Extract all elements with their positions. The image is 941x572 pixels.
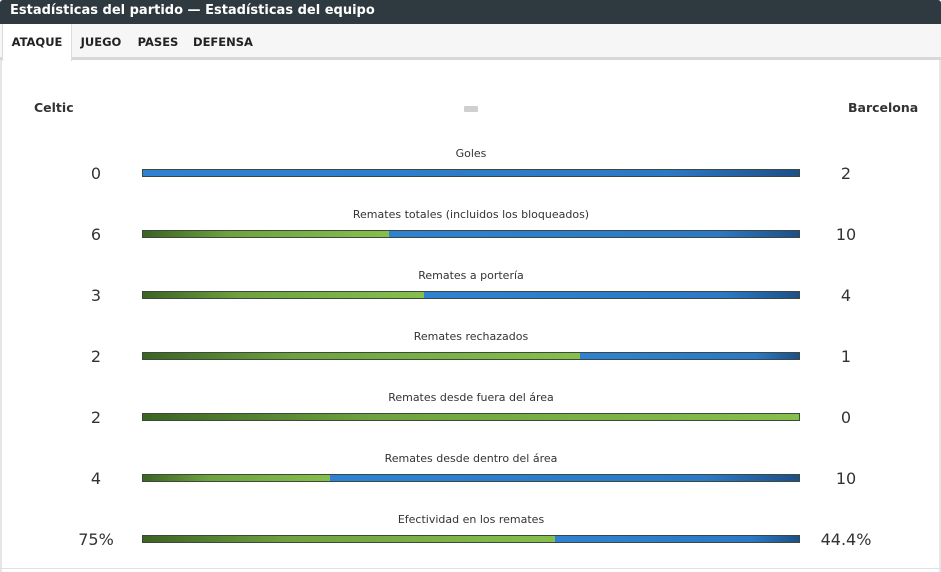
away-value: 2 [840,164,852,183]
away-bar-segment [330,475,799,481]
home-bar-segment [143,353,581,359]
tab-ataque[interactable]: ATAQUE [2,24,72,61]
stat-label: Efectividad en los remates [397,513,545,526]
tab-pases[interactable]: PASES [137,35,179,49]
tab-bar: ATAQUE JUEGO PASES DEFENSA [0,24,941,61]
stat-label: Remates rechazados [413,330,529,343]
home-bar-segment [143,231,389,237]
home-bar-segment [143,536,555,542]
panel-bottom-border [0,568,941,569]
stat-label: Remates desde dentro del área [384,452,558,465]
panel-left-border [0,60,2,572]
separator-mark [464,106,478,112]
away-bar-segment [424,292,799,298]
tab-defensa[interactable]: DEFENSA [193,35,253,49]
away-value: 10 [835,469,857,488]
away-team-name: Barcelona [848,100,919,115]
home-value: 6 [90,225,102,244]
stat-label: Goles [455,147,487,160]
comparison-bar [142,352,800,360]
away-value: 4 [840,286,852,305]
home-bar-segment [143,475,331,481]
panel-right-border [939,60,941,572]
home-value: 3 [90,286,102,305]
home-value: 0 [90,164,102,183]
comparison-bar [142,169,800,177]
comparison-bar [142,535,800,543]
home-value: 4 [90,469,102,488]
window-title: Estadísticas del partido — Estadísticas … [0,0,941,24]
home-bar-segment [143,414,799,420]
away-value: 0 [840,408,852,427]
comparison-bar [142,413,800,421]
home-team-name: Celtic [34,100,74,115]
away-value: 44.4% [820,530,872,549]
away-bar-segment [580,353,799,359]
home-value: 75% [78,530,114,549]
away-value: 10 [835,225,857,244]
home-bar-segment [143,292,425,298]
comparison-bar [142,474,800,482]
stat-label: Remates desde fuera del área [388,391,554,404]
away-bar-segment [143,170,799,176]
comparison-bar [142,291,800,299]
stat-label: Remates totales (incluidos los bloqueado… [352,208,590,221]
home-value: 2 [90,347,102,366]
comparison-bar [142,230,800,238]
stat-label: Remates a portería [418,269,524,282]
away-bar-segment [389,231,799,237]
tab-juego[interactable]: JUEGO [80,35,122,49]
home-value: 2 [90,408,102,427]
away-bar-segment [554,536,799,542]
away-value: 1 [840,347,852,366]
